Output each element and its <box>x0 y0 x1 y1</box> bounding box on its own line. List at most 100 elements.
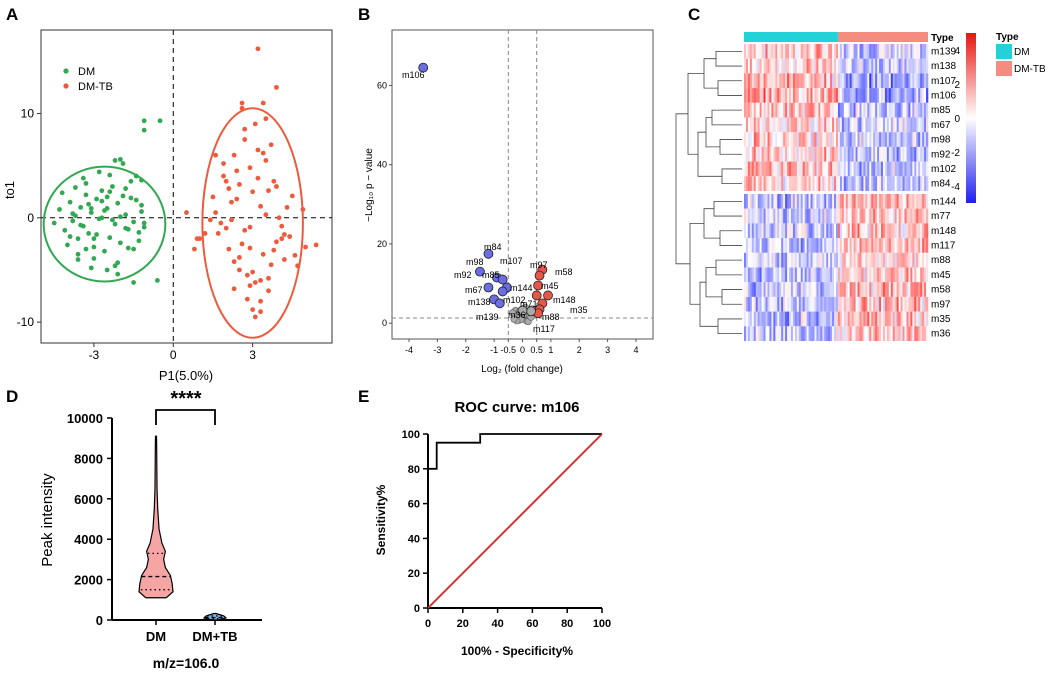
score-point-dm-tb <box>184 210 189 215</box>
heatmap-cell <box>800 267 804 283</box>
heatmap-cell <box>890 102 894 118</box>
score-point-dm-tb <box>252 121 258 127</box>
heatmap-cell <box>873 161 876 177</box>
heatmap-cell <box>808 223 811 239</box>
heatmap-cell <box>781 146 784 162</box>
heatmap-cell <box>781 282 784 297</box>
heatmap-cell <box>820 102 823 118</box>
heatmap-cell <box>832 326 835 341</box>
heatmap-cell <box>796 223 800 239</box>
heatmap-cell <box>863 311 866 327</box>
heatmap-cell <box>787 58 790 74</box>
heatmap-cell <box>847 282 851 297</box>
heatmap-cell <box>763 146 766 162</box>
heatmap-cell <box>920 326 923 341</box>
heatmap-cell <box>857 238 860 253</box>
heatmap-cell <box>832 296 835 312</box>
score-point-dm-tb <box>287 234 293 239</box>
panel-a-frame <box>40 29 333 344</box>
heatmap-cell <box>875 282 878 297</box>
heatmap-cell <box>802 326 805 341</box>
heatmap-cell <box>769 132 772 147</box>
heatmap-cell <box>894 176 897 191</box>
heatmap-cell <box>922 252 925 268</box>
heatmap-cell <box>757 282 760 297</box>
heatmap-cell <box>755 58 759 74</box>
heatmap-cell <box>771 326 774 341</box>
heatmap-cell <box>877 44 880 59</box>
heatmap-cell <box>787 88 790 103</box>
heatmap-cell <box>886 176 890 191</box>
heatmap-cell <box>867 282 870 297</box>
score-point-dm <box>96 169 102 175</box>
heatmap-cell <box>892 161 896 177</box>
heatmap-cell <box>824 223 827 239</box>
score-point-dm-tb <box>202 231 208 236</box>
heatmap-cell <box>810 44 813 59</box>
score-point-dm-tb <box>250 269 256 275</box>
heatmap-cell <box>843 282 847 297</box>
heatmap-cell <box>749 194 753 209</box>
score-point-dm <box>115 271 121 277</box>
heatmap-cell <box>843 117 847 133</box>
heatmap-cell <box>847 88 851 103</box>
heatmap-cell <box>828 238 831 253</box>
heatmap-cell <box>873 176 876 191</box>
heatmap-cell <box>781 238 784 253</box>
heatmap-cell <box>749 223 753 239</box>
heatmap-cell <box>867 117 870 133</box>
heatmap-cell <box>820 58 823 74</box>
heatmap-cell <box>789 326 792 341</box>
heatmap-cell <box>779 311 782 327</box>
heatmap-cell <box>759 102 762 118</box>
heatmap-cell <box>789 311 792 327</box>
score-point-dm-tb <box>194 236 200 242</box>
heatmap-cell <box>926 296 929 312</box>
heatmap-cell <box>853 296 856 312</box>
heatmap-cell <box>796 238 800 253</box>
heatmap-cell <box>881 117 884 133</box>
heatmap-cell <box>828 194 831 209</box>
score-point-dm-tb <box>234 196 240 202</box>
score-point-dm-tb <box>221 173 226 179</box>
heatmap-cell <box>837 311 841 327</box>
heatmap-cell <box>926 102 929 118</box>
heatmap-cell <box>904 282 907 297</box>
heatmap-cell <box>892 44 896 59</box>
score-point-dm <box>83 192 89 198</box>
heatmap-cell <box>796 176 800 191</box>
heatmap-cell <box>790 194 794 209</box>
heatmap-cell <box>902 146 905 162</box>
score-point-dm <box>141 118 147 124</box>
heatmap-cell <box>781 176 784 191</box>
heatmap-cell <box>765 58 768 74</box>
dendrogram-branch <box>717 80 742 96</box>
heatmap-cell <box>843 88 847 103</box>
heatmap-cell <box>798 117 802 133</box>
heatmap-cell <box>916 223 919 239</box>
heatmap-cell <box>922 132 925 147</box>
heatmap-cell <box>767 73 770 89</box>
heatmap-cell <box>775 238 778 253</box>
heatmap-cell <box>820 282 823 297</box>
heatmap-cell <box>822 238 825 253</box>
heatmap-cell <box>920 267 923 283</box>
heatmap-cell <box>804 117 807 133</box>
heatmap-cell <box>777 88 780 103</box>
heatmap-cell <box>828 282 831 297</box>
heatmap-cell <box>871 208 874 224</box>
heatmap-cell <box>767 132 770 147</box>
heatmap-cell <box>896 311 899 327</box>
heatmap-cell <box>808 146 811 162</box>
heatmap-cell <box>912 88 915 103</box>
heatmap-cell <box>924 146 927 162</box>
heatmap-cell <box>865 88 868 103</box>
heatmap-cell <box>810 117 813 133</box>
heatmap-cell <box>751 252 755 268</box>
heatmap-cell <box>902 223 905 239</box>
heatmap-cell <box>787 194 790 209</box>
heatmap-cell <box>783 117 786 133</box>
panel-b-letter: B <box>358 5 370 24</box>
heatmap-cell <box>806 88 809 103</box>
heatmap-cell <box>767 311 770 327</box>
